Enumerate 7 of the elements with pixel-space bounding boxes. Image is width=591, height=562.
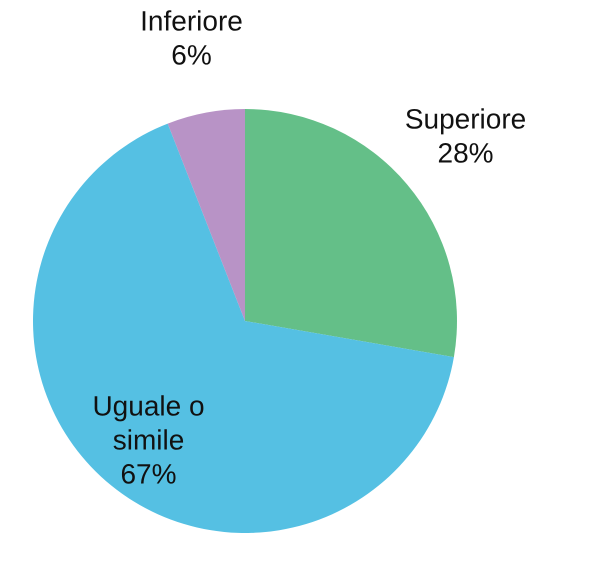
data-label: 67%	[120, 458, 177, 489]
data-label: 28%	[438, 136, 494, 168]
data-label: 6%	[171, 39, 212, 70]
slice-label: Uguale o simile	[92, 390, 205, 455]
slice-label: Superiore	[404, 102, 526, 134]
slice-label: Inferiore	[140, 5, 243, 36]
pie-slice	[168, 109, 245, 321]
